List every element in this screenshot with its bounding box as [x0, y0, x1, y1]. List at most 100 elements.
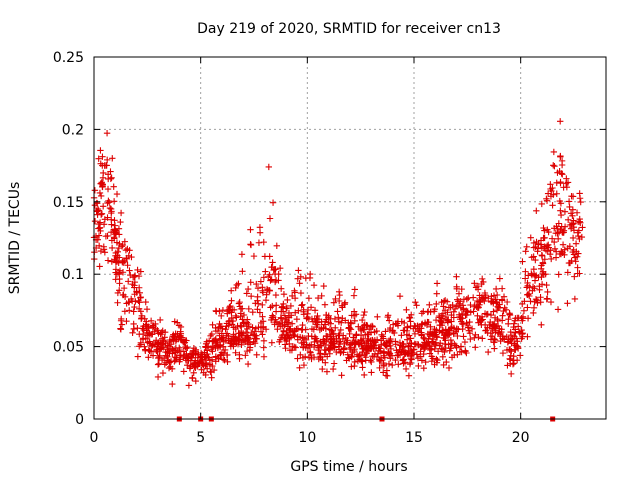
data-point [551, 238, 558, 246]
data-point [202, 371, 209, 379]
data-point [147, 317, 155, 325]
data-point [550, 162, 557, 169]
data-point [407, 318, 414, 325]
data-point [527, 234, 534, 241]
data-point [346, 330, 353, 338]
data-point [291, 327, 298, 334]
data-point [256, 309, 264, 316]
data-point [544, 288, 551, 296]
data-point [448, 340, 456, 347]
data-point [566, 203, 573, 211]
data-point [272, 276, 280, 284]
data-point [247, 241, 254, 248]
data-point [547, 247, 554, 254]
data-point [253, 351, 260, 359]
data-point [148, 342, 155, 350]
data-point [115, 244, 123, 252]
data-point [384, 312, 392, 319]
data-point [297, 289, 305, 297]
data-point [255, 239, 263, 246]
data-point [287, 302, 295, 310]
data-point [506, 311, 514, 319]
data-point [215, 324, 223, 331]
data-point [368, 369, 375, 376]
data-point [316, 326, 324, 334]
data-point [511, 346, 518, 353]
data-point [371, 341, 378, 349]
data-point [536, 282, 543, 290]
data-point [374, 313, 381, 321]
data-point [277, 285, 285, 292]
data-point [164, 342, 171, 349]
data-point [288, 292, 296, 300]
data-point [191, 349, 199, 357]
data-point [103, 156, 111, 164]
data-point [98, 210, 106, 217]
data-point [516, 352, 524, 359]
data-point [432, 339, 440, 346]
data-point [550, 191, 557, 198]
data-point [261, 253, 269, 260]
data-point [499, 349, 507, 357]
data-point [524, 304, 531, 311]
data-point [490, 335, 498, 343]
data-point [226, 317, 234, 325]
data-point [487, 311, 495, 319]
data-point [435, 312, 443, 320]
data-point [114, 299, 121, 306]
data-point [410, 325, 417, 332]
data-point [352, 311, 360, 318]
data-point [341, 340, 348, 348]
data-point [466, 330, 474, 337]
data-point [237, 305, 245, 313]
data-point [134, 266, 141, 274]
data-point [569, 212, 576, 220]
data-point [139, 335, 147, 342]
data-point [268, 339, 276, 346]
data-point [137, 268, 145, 275]
data-point [369, 336, 376, 344]
data-point [529, 287, 536, 294]
data-point [123, 254, 130, 262]
data-point [396, 292, 404, 300]
data-point [518, 330, 526, 338]
data-point [172, 338, 180, 345]
data-point [337, 338, 344, 345]
data-point [522, 275, 529, 282]
data-point [129, 274, 137, 281]
data-point [295, 307, 302, 314]
data-point [351, 286, 358, 293]
data-point [302, 336, 310, 343]
data-point [307, 349, 314, 356]
data-point [385, 351, 393, 359]
data-point [494, 316, 501, 323]
data-point [182, 355, 189, 362]
data-point [467, 309, 474, 316]
data-point [143, 318, 150, 325]
data-point [444, 319, 452, 326]
data-point [547, 298, 555, 306]
data-point [436, 342, 443, 349]
data-point [301, 353, 309, 360]
data-point [385, 317, 393, 324]
data-point [568, 192, 575, 200]
data-point [306, 342, 313, 349]
data-point [286, 334, 293, 342]
data-point [214, 327, 222, 335]
data-point [522, 268, 529, 275]
data-point [216, 352, 224, 359]
data-point [384, 372, 391, 380]
data-point [560, 184, 567, 191]
data-point [95, 242, 103, 250]
data-point [423, 321, 431, 329]
chart-title: Day 219 of 2020, SRMTID for receiver cn1… [197, 21, 501, 37]
data-point [510, 357, 517, 364]
data-point [351, 358, 358, 366]
data-point [577, 198, 584, 206]
data-point [120, 259, 127, 266]
data-point [321, 321, 329, 328]
data-point [227, 302, 234, 310]
data-point [281, 341, 289, 348]
data-point [253, 332, 260, 339]
data-point [464, 322, 472, 330]
